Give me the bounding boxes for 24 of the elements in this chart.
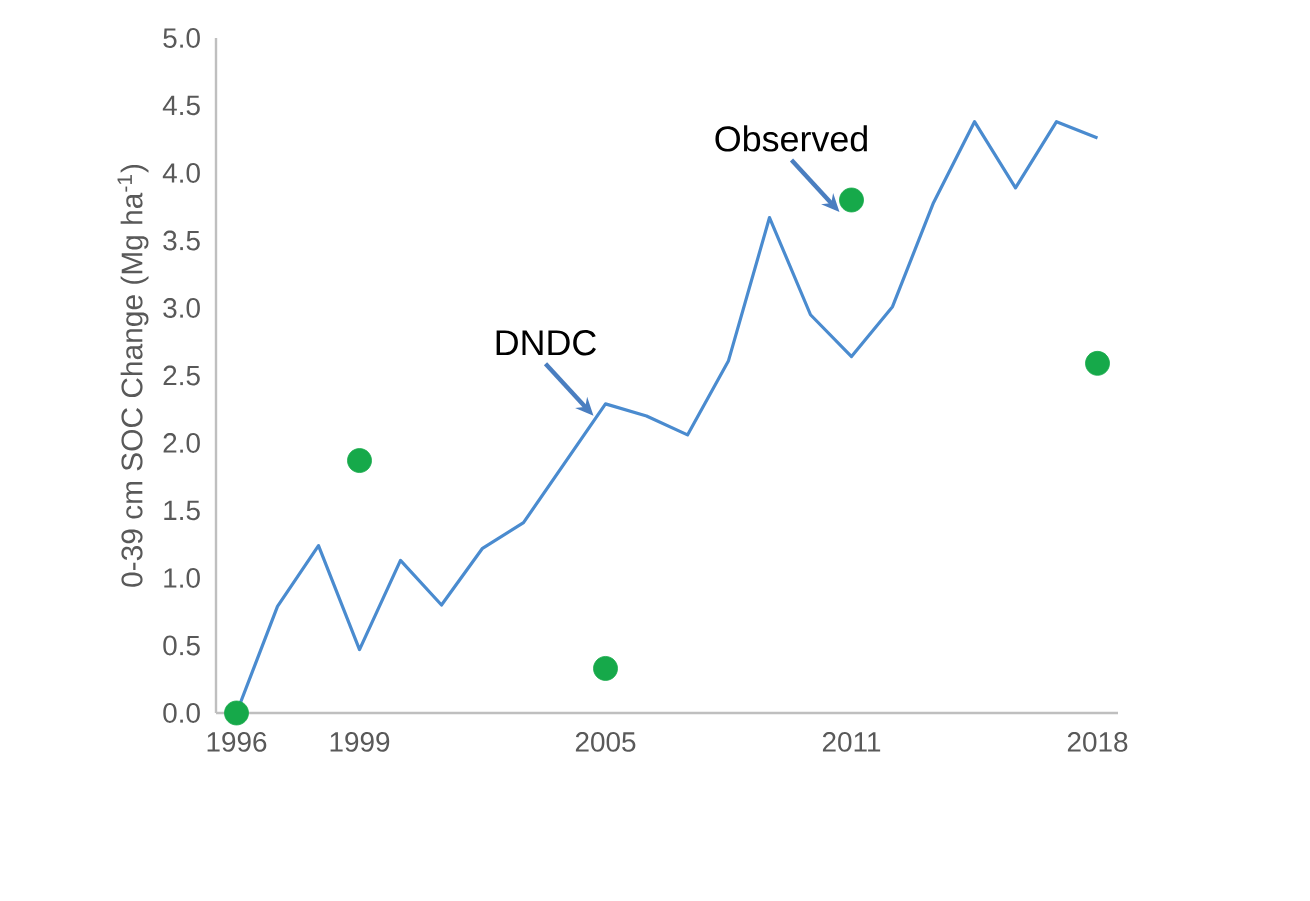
y-tick-label: 0.0 <box>163 703 200 723</box>
y-tick-label: 3.0 <box>163 298 200 318</box>
x-tick-label: 1996 <box>207 732 267 752</box>
y-tick-label: 4.5 <box>162 95 200 116</box>
y-axis-title: 0-39 cm SOC Change (Mg ha$^{-1}$) <box>117 164 149 587</box>
y-tick-label: 1.5 <box>164 500 200 521</box>
x-tick-label: 1999 <box>330 732 390 752</box>
point <box>1085 350 1110 376</box>
point <box>224 700 249 726</box>
y-tick-label: 2.0 <box>163 433 200 453</box>
annotation: Observed <box>715 125 867 152</box>
point <box>593 656 618 681</box>
y-tick-label: 1.0 <box>164 568 200 588</box>
x-tick-label: 2011 <box>822 732 881 752</box>
x-tick-label: 2005 <box>575 732 636 752</box>
y-tick-label: 5.0 <box>163 28 200 48</box>
y-tick-label: 0.5 <box>163 635 200 656</box>
x-tick-label: 2018 <box>1067 732 1128 752</box>
y-tick-label: 2.5 <box>163 365 200 386</box>
annotation: DNDC <box>496 330 596 356</box>
point <box>347 448 372 473</box>
y-tick-label: 3.5 <box>163 230 200 251</box>
point <box>839 187 864 213</box>
y-tick-label: 4.0 <box>162 163 200 183</box>
